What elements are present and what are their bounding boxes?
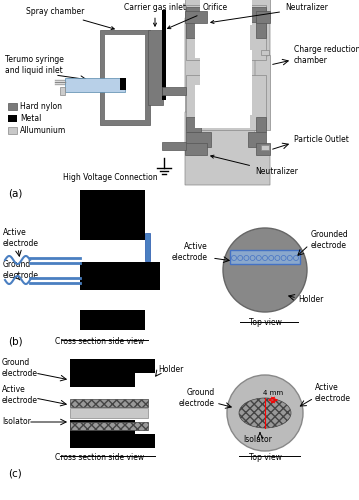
Bar — [70, 420, 135, 448]
Circle shape — [275, 256, 280, 260]
Polygon shape — [185, 18, 270, 95]
Ellipse shape — [239, 398, 291, 428]
Bar — [148, 30, 163, 105]
Text: Cross section side view: Cross section side view — [55, 453, 145, 462]
Text: Carrier gas inlet: Carrier gas inlet — [124, 4, 186, 26]
Circle shape — [294, 256, 298, 260]
Circle shape — [244, 256, 249, 260]
Text: Neutralizer: Neutralizer — [211, 4, 328, 24]
Text: Holder: Holder — [158, 366, 183, 374]
Bar — [186, 5, 266, 60]
Circle shape — [250, 256, 255, 260]
Bar — [70, 422, 148, 430]
Bar — [186, 20, 201, 38]
Text: Top view: Top view — [248, 318, 281, 327]
Bar — [185, 55, 270, 130]
Bar — [256, 143, 270, 155]
Text: Isolator: Isolator — [243, 436, 272, 444]
Bar — [186, 117, 201, 132]
Bar — [200, 50, 252, 115]
Bar — [70, 359, 135, 387]
Bar — [256, 11, 270, 23]
Text: Particle Outlet: Particle Outlet — [294, 136, 349, 144]
Text: (a): (a) — [8, 188, 22, 198]
Text: (b): (b) — [8, 337, 23, 347]
Text: (c): (c) — [8, 468, 22, 478]
Bar — [162, 142, 186, 150]
Text: High Voltage Connection: High Voltage Connection — [63, 174, 157, 182]
Bar — [185, 143, 207, 155]
Bar — [80, 262, 160, 290]
Bar — [145, 233, 150, 261]
Text: Allumunium: Allumunium — [20, 126, 66, 135]
Text: Isolator: Isolator — [2, 418, 31, 426]
Bar — [256, 18, 266, 38]
Bar — [100, 30, 150, 125]
Bar — [70, 399, 148, 407]
Polygon shape — [185, 112, 270, 185]
Text: Active
electrode: Active electrode — [172, 242, 208, 262]
Text: Cross section side view: Cross section side view — [55, 337, 145, 346]
Text: Top view: Top view — [248, 453, 281, 462]
Circle shape — [223, 228, 307, 312]
Text: Active
electrode: Active electrode — [2, 386, 38, 404]
Bar — [60, 87, 65, 95]
Circle shape — [287, 256, 292, 260]
Bar — [200, 0, 250, 15]
Bar — [186, 7, 211, 22]
Bar — [115, 359, 155, 373]
Text: Metal: Metal — [20, 114, 41, 123]
Bar — [8, 103, 17, 110]
Text: Orifice: Orifice — [168, 4, 228, 28]
Bar — [261, 50, 269, 55]
Bar — [65, 78, 125, 92]
Bar — [195, 85, 250, 128]
Circle shape — [281, 256, 286, 260]
Bar — [105, 35, 145, 120]
Bar — [8, 127, 17, 134]
Text: Grounded
electrode: Grounded electrode — [311, 230, 349, 250]
Text: Holder: Holder — [298, 296, 323, 304]
Bar — [200, 67, 250, 127]
Text: Hard nylon: Hard nylon — [20, 102, 62, 111]
Text: Active
electrode: Active electrode — [3, 228, 39, 248]
Bar — [230, 250, 300, 264]
Bar — [248, 7, 266, 22]
Text: Ground
electrode: Ground electrode — [3, 260, 39, 280]
Bar — [186, 75, 266, 130]
Text: 4 mm: 4 mm — [263, 390, 283, 396]
Circle shape — [269, 256, 274, 260]
Text: Ground
electrode: Ground electrode — [179, 388, 215, 407]
Bar — [162, 10, 166, 100]
Bar — [256, 117, 266, 132]
Text: Terumo syringe
and liquid inlet: Terumo syringe and liquid inlet — [5, 56, 64, 74]
Bar — [200, 0, 252, 25]
Bar — [186, 132, 211, 147]
Text: Active
electrode: Active electrode — [315, 384, 351, 402]
Bar — [80, 190, 145, 240]
Circle shape — [256, 256, 261, 260]
Circle shape — [232, 256, 237, 260]
Bar — [248, 132, 266, 147]
Text: Charge reduction
chamber: Charge reduction chamber — [294, 46, 359, 64]
Bar — [80, 310, 145, 330]
Circle shape — [227, 375, 303, 451]
Text: Ground
electrode: Ground electrode — [2, 358, 38, 378]
Circle shape — [238, 256, 243, 260]
Circle shape — [262, 256, 267, 260]
Bar — [195, 13, 250, 58]
Bar — [120, 78, 126, 90]
Bar — [70, 408, 148, 418]
Bar — [185, 0, 270, 18]
Bar — [8, 115, 17, 122]
Bar — [185, 11, 207, 23]
Bar — [162, 87, 186, 95]
Bar — [261, 145, 269, 150]
Bar — [115, 434, 155, 448]
Text: Spray chamber: Spray chamber — [26, 8, 114, 30]
Text: Neutralizer: Neutralizer — [211, 155, 298, 176]
